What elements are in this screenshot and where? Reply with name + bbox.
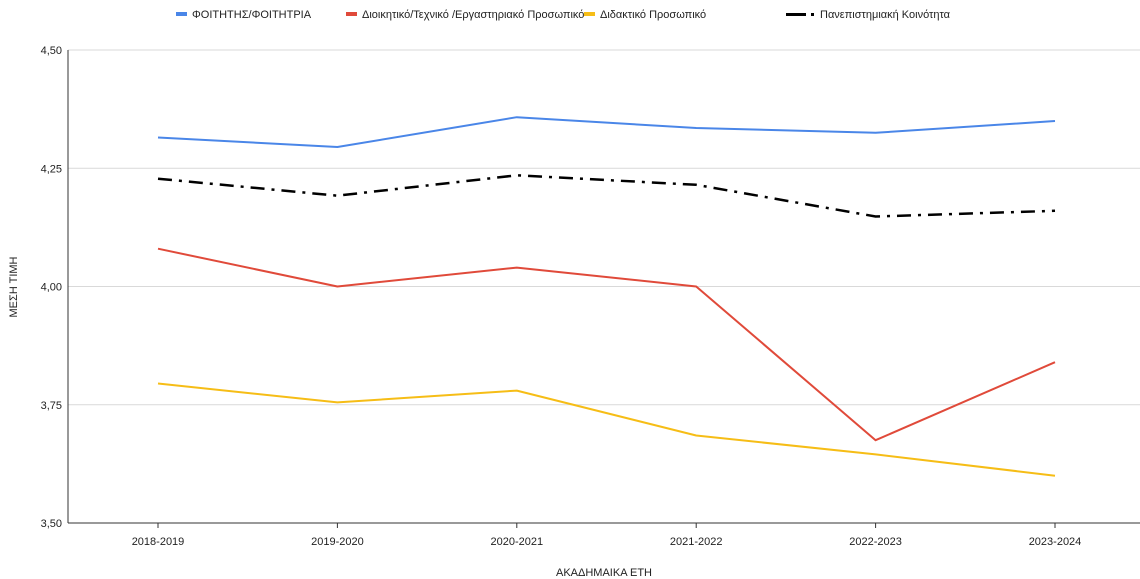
legend-label: Διδακτικό Προσωπικό [600, 9, 706, 21]
legend-swatch [346, 12, 357, 16]
x-tick-label: 2021-2022 [670, 536, 723, 548]
y-tick-label: 4,50 [41, 45, 62, 57]
series-line-2 [157, 247, 1056, 442]
y-tick-labels: 3,50 3,75 4,00 4,25 4,50 [41, 45, 62, 530]
legend-swatch [176, 12, 187, 16]
legend-swatch [584, 12, 595, 16]
gridlines [68, 49, 1140, 406]
legend-label: ΦΟΙΤΗΤΗΣ/ΦΟΙΤΗΤΡΙΑ [192, 9, 312, 21]
series-line-1 [157, 116, 1056, 148]
series-line-4 [157, 174, 1056, 218]
legend: ΦΟΙΤΗΤΗΣ/ΦΟΙΤΗΤΡΙΑ Διοικητικό/Τεχνικό /Ερ… [176, 9, 951, 21]
series-lines [157, 116, 1056, 477]
legend-item-2: Διοικητικό/Τεχνικό /Εργαστηριακό Προσωπι… [346, 9, 584, 21]
x-tick-label: 2019-2020 [311, 536, 364, 548]
legend-item-3: Διδακτικό Προσωπικό [584, 9, 706, 21]
legend-item-1: ΦΟΙΤΗΤΗΣ/ΦΟΙΤΗΤΡΙΑ [176, 9, 312, 21]
x-tick-label: 2022-2023 [849, 536, 902, 548]
y-tick-label: 4,00 [41, 282, 62, 294]
legend-item-4: Πανεπιστημιακή Κοινότητα [786, 9, 951, 21]
x-tick-labels: 2018-2019 2019-2020 2020-2021 2021-2022 2022… [132, 523, 1082, 548]
y-axis-title: ΜΕΣΗ ΤΙΜΗ [8, 256, 20, 317]
x-tick-label: 2020-2021 [490, 536, 543, 548]
x-axis-title: ΑΚΑΔΗΜΑΙΚΑ ΕΤΗ [556, 567, 652, 579]
y-tick-label: 3,75 [41, 400, 62, 412]
series-line-3 [157, 382, 1056, 477]
legend-swatch-dot [811, 13, 814, 16]
legend-label: Πανεπιστημιακή Κοινότητα [820, 9, 951, 21]
y-tick-label: 4,25 [41, 163, 62, 175]
x-tick-label: 2018-2019 [132, 536, 185, 548]
x-tick-label: 2023-2024 [1029, 536, 1082, 548]
axes [67, 50, 1140, 524]
legend-label: Διοικητικό/Τεχνικό /Εργαστηριακό Προσωπι… [362, 9, 584, 21]
legend-swatch [786, 13, 806, 16]
y-tick-label: 3,50 [41, 518, 62, 530]
